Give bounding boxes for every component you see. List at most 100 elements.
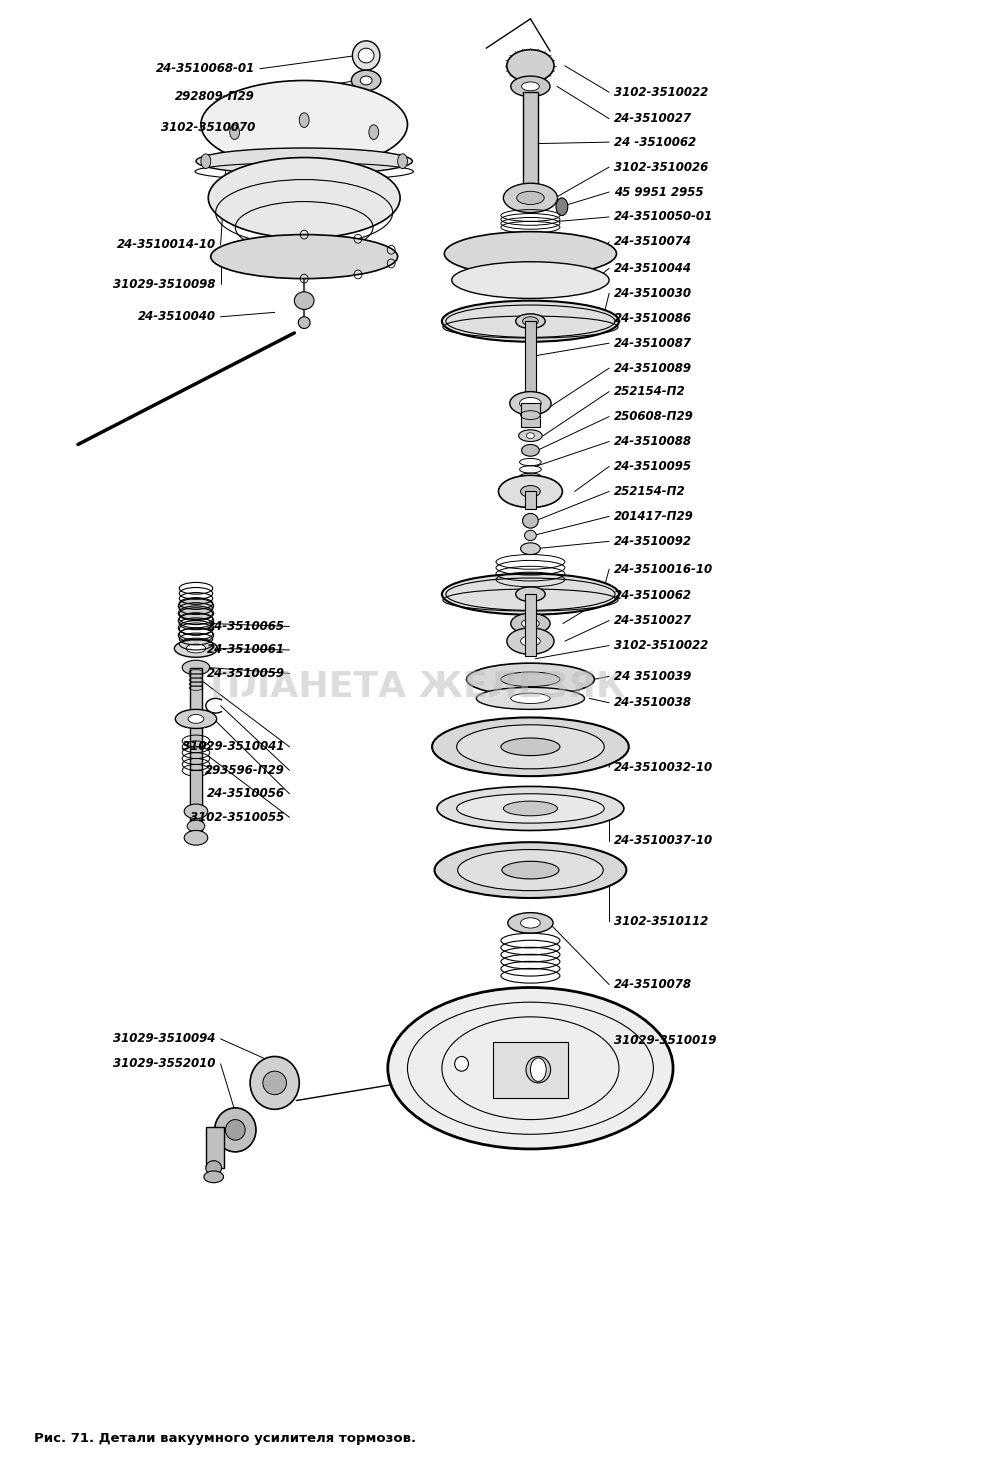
Ellipse shape: [517, 192, 545, 205]
Ellipse shape: [503, 801, 558, 816]
Ellipse shape: [179, 607, 213, 620]
Ellipse shape: [349, 106, 383, 121]
Ellipse shape: [444, 232, 616, 276]
Text: 24-3510056: 24-3510056: [206, 787, 285, 800]
Text: 24-3510040: 24-3510040: [138, 310, 215, 323]
Bar: [523, 92, 539, 195]
Ellipse shape: [188, 714, 203, 723]
Ellipse shape: [225, 1120, 245, 1139]
Text: 24-3510088: 24-3510088: [614, 435, 692, 449]
Ellipse shape: [201, 81, 408, 168]
Ellipse shape: [187, 821, 204, 832]
Bar: [190, 667, 202, 841]
Ellipse shape: [176, 710, 216, 729]
Ellipse shape: [349, 96, 383, 111]
Ellipse shape: [208, 158, 400, 238]
Text: Рис. 71. Детали вакуумного усилителя тормозов.: Рис. 71. Детали вакуумного усилителя тор…: [34, 1432, 416, 1445]
Ellipse shape: [351, 71, 381, 90]
Ellipse shape: [205, 1160, 221, 1175]
Text: 31029-3510098: 31029-3510098: [113, 277, 215, 291]
Circle shape: [369, 125, 379, 140]
Ellipse shape: [451, 261, 609, 298]
Ellipse shape: [510, 391, 552, 415]
Text: 45 9951 2955: 45 9951 2955: [614, 186, 703, 199]
Ellipse shape: [498, 475, 562, 508]
Ellipse shape: [203, 1170, 223, 1182]
Ellipse shape: [520, 397, 542, 409]
Ellipse shape: [456, 794, 604, 824]
Text: 3102-3510026: 3102-3510026: [614, 161, 708, 174]
Ellipse shape: [179, 599, 213, 613]
Ellipse shape: [210, 235, 398, 279]
Ellipse shape: [507, 50, 555, 83]
Text: 3102-3510022: 3102-3510022: [614, 639, 708, 652]
Ellipse shape: [503, 183, 558, 213]
Text: 24-3510027: 24-3510027: [614, 614, 692, 627]
Text: 24-3510086: 24-3510086: [614, 311, 692, 325]
Text: ПЛАНЕТА ЖЕЛЕЗЯК: ПЛАНЕТА ЖЕЛЕЗЯК: [209, 670, 625, 704]
Ellipse shape: [508, 912, 554, 933]
Text: 293596-П29: 293596-П29: [204, 763, 285, 776]
Bar: [525, 322, 537, 400]
Ellipse shape: [521, 636, 541, 646]
Ellipse shape: [511, 613, 551, 633]
Bar: [493, 1042, 567, 1098]
Ellipse shape: [456, 725, 604, 769]
Ellipse shape: [295, 292, 314, 310]
Text: 24-3510062: 24-3510062: [614, 589, 692, 602]
Ellipse shape: [299, 317, 310, 329]
Ellipse shape: [358, 49, 374, 63]
Text: 24-3510095: 24-3510095: [614, 461, 692, 472]
Ellipse shape: [507, 627, 555, 654]
Ellipse shape: [511, 77, 551, 96]
Ellipse shape: [454, 1057, 468, 1072]
Bar: [190, 770, 202, 841]
Text: 201417-П29: 201417-П29: [614, 509, 693, 523]
Text: 24-3510030: 24-3510030: [614, 286, 692, 300]
Text: 24-3510016-10: 24-3510016-10: [614, 562, 713, 576]
Text: 252154-П2: 252154-П2: [614, 486, 685, 497]
Text: 3102-3510070: 3102-3510070: [161, 121, 255, 134]
Text: 3102-3510022: 3102-3510022: [614, 86, 708, 99]
Ellipse shape: [437, 787, 624, 831]
Text: 31029-3552010: 31029-3552010: [113, 1057, 215, 1070]
Ellipse shape: [196, 148, 413, 174]
Ellipse shape: [250, 1057, 300, 1110]
Text: 292809-П29: 292809-П29: [176, 90, 255, 103]
Text: 31029-3510019: 31029-3510019: [614, 1033, 716, 1046]
Text: 31029-3510041: 31029-3510041: [183, 741, 285, 753]
Ellipse shape: [434, 843, 626, 897]
Ellipse shape: [441, 574, 619, 614]
Ellipse shape: [263, 1072, 287, 1095]
Bar: [205, 1128, 223, 1168]
Ellipse shape: [516, 587, 546, 602]
Text: 24-3510092: 24-3510092: [614, 534, 692, 548]
Text: 24-3510065: 24-3510065: [206, 620, 285, 633]
Circle shape: [230, 183, 239, 198]
Ellipse shape: [522, 618, 540, 627]
Ellipse shape: [466, 663, 594, 695]
Ellipse shape: [523, 514, 539, 528]
Text: 24-3510032-10: 24-3510032-10: [614, 760, 713, 773]
Circle shape: [230, 125, 239, 140]
Ellipse shape: [349, 127, 383, 142]
Ellipse shape: [525, 530, 537, 540]
Ellipse shape: [185, 831, 207, 846]
Text: 24 -3510062: 24 -3510062: [614, 136, 696, 149]
Ellipse shape: [388, 987, 673, 1148]
Text: 24-3510037-10: 24-3510037-10: [614, 834, 713, 847]
Ellipse shape: [511, 694, 551, 704]
Ellipse shape: [516, 314, 546, 329]
Text: 24-3510044: 24-3510044: [614, 261, 692, 275]
Ellipse shape: [521, 486, 541, 497]
Ellipse shape: [175, 639, 217, 657]
Circle shape: [201, 154, 210, 168]
Ellipse shape: [521, 918, 541, 928]
Bar: [525, 492, 537, 509]
Circle shape: [300, 195, 310, 210]
Ellipse shape: [433, 717, 629, 776]
Text: 24-3510087: 24-3510087: [614, 337, 692, 350]
Ellipse shape: [441, 301, 619, 342]
Text: 24-3510038: 24-3510038: [614, 697, 692, 710]
Text: 24-3510050-01: 24-3510050-01: [614, 211, 713, 223]
